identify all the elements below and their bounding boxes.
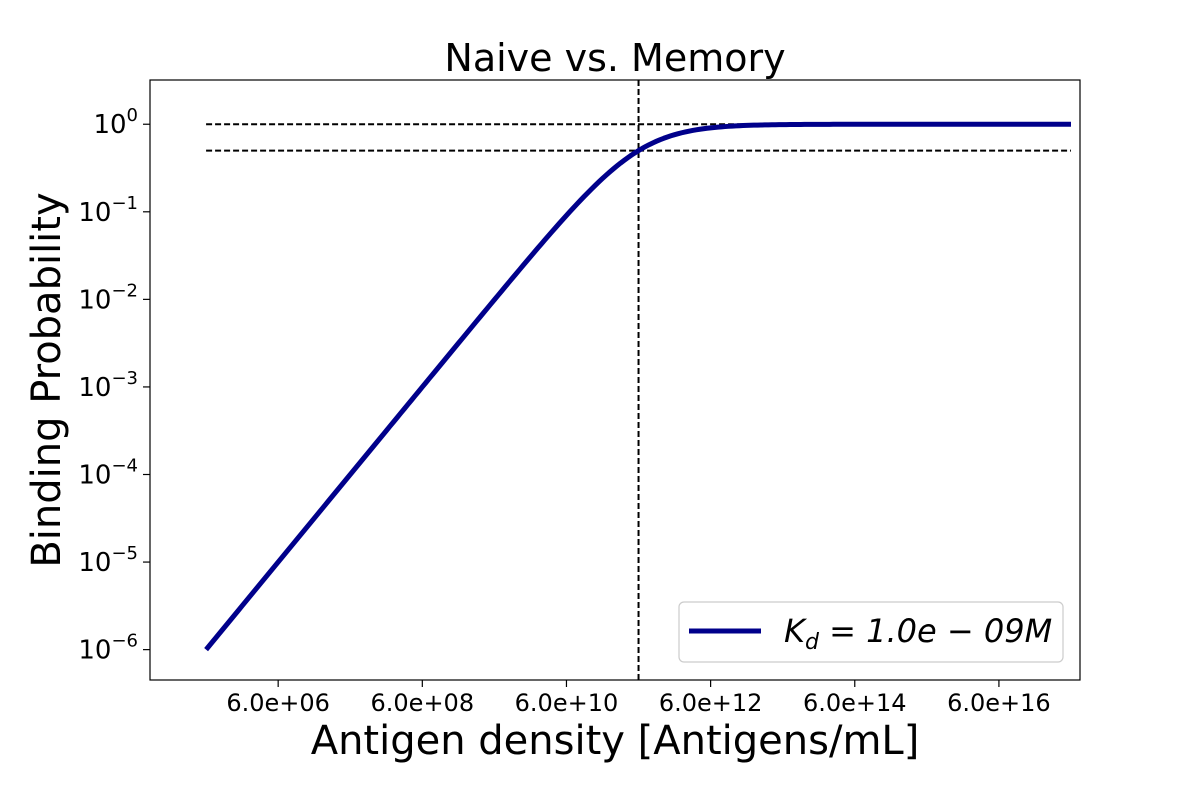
y-tick-label-exponent-6: −6 bbox=[111, 631, 138, 652]
legend-label-subscript: d bbox=[805, 630, 820, 655]
y-tick-label-base-0: 10 bbox=[93, 110, 126, 140]
chart-title: Naive vs. Memory bbox=[444, 36, 785, 80]
x-tick-label-0: 6.0e+06 bbox=[226, 689, 330, 717]
series-layer bbox=[204, 121, 1071, 652]
y-tick-label-3: 10−3 bbox=[78, 368, 138, 403]
legend-label-rest: = 1.0e − 09M bbox=[819, 612, 1052, 650]
legend-box bbox=[678, 601, 1064, 663]
y-tick-label-1: 10−1 bbox=[78, 193, 138, 228]
x-axis-ticks: 6.0e+06 6.0e+08 6.0e+10 6.0e+12 6.0e+14 6.0e+… bbox=[226, 680, 1051, 717]
y-tick-label-base-1: 10 bbox=[78, 198, 111, 228]
legend-label-main: K bbox=[784, 612, 808, 650]
legend: Kd = 1.0e − 09M bbox=[678, 601, 1064, 663]
x-tick-label-3: 6.0e+12 bbox=[659, 689, 763, 717]
y-tick-label-exponent-0: 0 bbox=[127, 105, 138, 126]
y-tick-label-4: 10−4 bbox=[78, 456, 138, 491]
reference-lines bbox=[206, 80, 1071, 680]
x-axis-label: Antigen density [Antigens/mL] bbox=[311, 718, 920, 764]
y-tick-label-base-3: 10 bbox=[78, 373, 111, 403]
y-tick-label-base-2: 10 bbox=[78, 285, 111, 315]
y-tick-label-exponent-5: −5 bbox=[111, 543, 138, 564]
y-axis-label: Binding Probability bbox=[24, 192, 70, 567]
y-tick-label-base-4: 10 bbox=[78, 461, 111, 491]
y-tick-label-exponent-2: −2 bbox=[111, 280, 138, 301]
y-tick-label-5: 10−5 bbox=[78, 543, 138, 578]
x-tick-label-1: 6.0e+08 bbox=[371, 689, 475, 717]
plot-area-frame bbox=[149, 79, 1081, 681]
y-tick-label-6: 10−6 bbox=[78, 631, 138, 666]
y-tick-label-0: 100 bbox=[93, 105, 138, 140]
y-tick-label-exponent-1: −1 bbox=[111, 193, 138, 214]
y-tick-label-exponent-4: −4 bbox=[111, 456, 138, 477]
x-tick-label-5: 6.0e+16 bbox=[947, 689, 1051, 717]
series-line-0 bbox=[204, 121, 1071, 652]
y-tick-label-base-6: 10 bbox=[78, 636, 111, 666]
x-tick-label-4: 6.0e+14 bbox=[803, 689, 907, 717]
legend-label: Kd = 1.0e − 09M bbox=[784, 612, 1052, 655]
y-tick-label-exponent-3: −3 bbox=[111, 368, 138, 389]
x-tick-label-2: 6.0e+10 bbox=[515, 689, 619, 717]
y-tick-label-2: 10−2 bbox=[78, 280, 138, 315]
y-tick-label-base-5: 10 bbox=[78, 548, 111, 578]
